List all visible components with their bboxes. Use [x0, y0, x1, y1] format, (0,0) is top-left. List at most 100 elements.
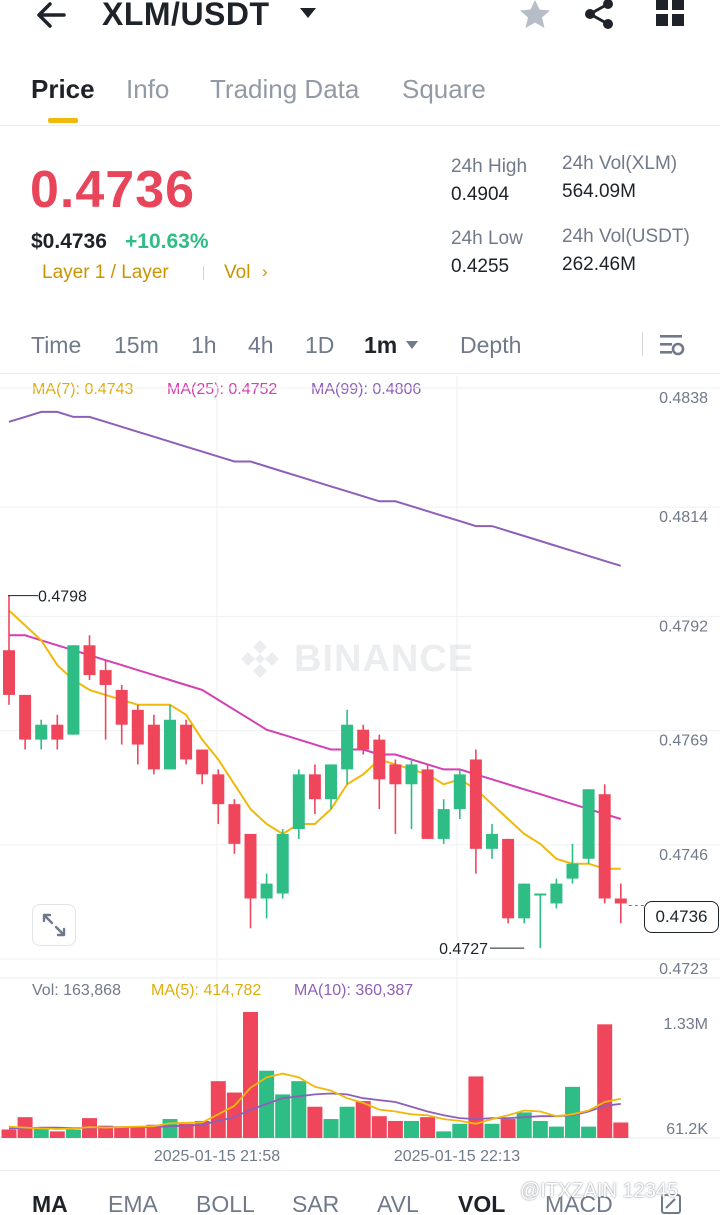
candle-body: [3, 650, 15, 695]
vol-base-label: 24h Vol(XLM): [562, 153, 678, 174]
candle-body: [19, 694, 32, 740]
candle-body: [566, 863, 579, 879]
share-icon[interactable]: [582, 0, 616, 30]
low-value: 0.4255: [451, 256, 510, 277]
grid-icon[interactable]: [654, 0, 686, 28]
vol-quote-value: 262.46M: [562, 254, 636, 275]
indicator-edit-icon[interactable]: [660, 1193, 682, 1215]
price-axis-label: 0.4838: [659, 390, 708, 407]
candle-body: [115, 689, 128, 725]
volume-bar: [1, 1129, 17, 1138]
candle-body: [598, 794, 611, 899]
candle-body: [534, 893, 547, 896]
pair-title[interactable]: XLM/USDT: [102, 0, 270, 32]
volume-bar: [307, 1106, 323, 1138]
tab-info[interactable]: Info: [126, 74, 170, 104]
usd-price: $0.4736: [31, 230, 107, 253]
vol-base-value: 564.09M: [562, 181, 636, 202]
ma25-legend: MA(25): 0.4752: [167, 381, 278, 398]
ma99-legend: MA(99): 0.4806: [311, 381, 422, 398]
credit-watermark: @ITXZAIN 12345: [520, 1180, 679, 1202]
interval-1h[interactable]: 1h: [191, 332, 217, 358]
low-label: 24h Low: [451, 228, 523, 249]
volume-bar: [114, 1126, 130, 1138]
indicator-vol[interactable]: VOL: [458, 1191, 506, 1215]
caret-down-icon[interactable]: [298, 6, 318, 20]
price-axis-label: 0.4792: [659, 618, 708, 635]
vol-ma5-line: [8, 1072, 621, 1130]
indicator-macd[interactable]: MACD: [545, 1191, 613, 1215]
expand-icon: [42, 913, 66, 937]
high-value: 0.4904: [451, 184, 510, 205]
ma7-line: [8, 609, 621, 870]
volume-bar: [404, 1120, 419, 1138]
price-change: +10.63%: [125, 230, 209, 253]
price-axis-label: 0.4746: [659, 847, 708, 864]
candle-body: [67, 645, 80, 735]
volume-bar: [275, 1094, 291, 1138]
candle-body: [614, 898, 627, 904]
star-icon[interactable]: [518, 0, 552, 30]
vol-quote-label: 24h Vol(USDT): [562, 226, 690, 247]
volume-bar: [210, 1081, 226, 1138]
binance-logo-icon: [241, 640, 279, 678]
page-tabs: Price Info Trading Data Square: [0, 60, 720, 126]
volume-bar: [387, 1120, 403, 1138]
chart-settings-icon[interactable]: [658, 332, 686, 358]
candle-body: [582, 789, 595, 859]
volume-bar: [291, 1081, 307, 1138]
tag-vol[interactable]: Vol: [224, 262, 251, 283]
indicator-boll[interactable]: BOLL: [196, 1191, 255, 1215]
tab-price[interactable]: Price: [31, 74, 95, 104]
volume-bar: [162, 1119, 178, 1138]
interval-depth[interactable]: Depth: [460, 332, 522, 358]
candle-body: [453, 774, 466, 810]
candle-body: [357, 729, 370, 750]
volume-bar: [33, 1128, 49, 1138]
chevron-right-icon[interactable]: ›: [262, 262, 268, 281]
indicator-ema[interactable]: EMA: [108, 1191, 158, 1215]
volume-bar: [355, 1101, 371, 1138]
volume-bar: [532, 1120, 548, 1138]
volume-bar: [468, 1076, 484, 1138]
fullscreen-button[interactable]: [32, 904, 76, 946]
candle-body: [131, 709, 144, 745]
arrow-left-icon[interactable]: [34, 0, 70, 30]
candle-body: [325, 764, 337, 800]
candle-body: [51, 724, 64, 740]
candle-body: [212, 774, 225, 805]
volume-bar: [130, 1127, 146, 1138]
tab-square[interactable]: Square: [402, 74, 486, 104]
tab-trading-data[interactable]: Trading Data: [210, 74, 360, 104]
candle-body: [228, 804, 241, 844]
last-price-marker: 0.4736: [644, 901, 719, 933]
interval-bar: Time 15m 1h 4h 1D 1m Depth: [0, 318, 720, 374]
volume-bar: [597, 1024, 613, 1138]
volume-bar: [371, 1116, 387, 1138]
candle-body: [373, 739, 386, 780]
volume-bar: [484, 1123, 500, 1138]
interval-4h[interactable]: 4h: [248, 332, 274, 358]
vol-legend: Vol: 163,868: [32, 982, 121, 999]
max-price-label: 0.4798: [38, 589, 87, 606]
volume-bar: [178, 1123, 194, 1138]
interval-time[interactable]: Time: [31, 332, 82, 358]
candle-body: [180, 724, 193, 760]
indicator-avl[interactable]: AVL: [377, 1191, 419, 1215]
candlestick-chart[interactable]: 0.4838 0.4814 0.4792 0.4769 0.4746 0.4723 0.47…: [0, 376, 720, 1170]
indicator-tabs: MA EMA BOLL SAR AVL VOL MACD: [0, 1170, 720, 1215]
volume-bar: [339, 1106, 355, 1138]
volume-bar: [548, 1126, 564, 1138]
tag-layer[interactable]: Layer 1 / Layer: [42, 262, 169, 283]
caret-down-icon[interactable]: [405, 340, 419, 350]
volume-bar: [49, 1131, 65, 1138]
indicator-sar[interactable]: SAR: [292, 1191, 340, 1215]
volume-bar: [516, 1112, 532, 1138]
indicator-ma[interactable]: MA: [32, 1191, 68, 1215]
ma25-line: [9, 634, 622, 820]
high-label: 24h High: [451, 156, 528, 177]
interval-15m[interactable]: 15m: [114, 332, 159, 358]
volume-bar: [146, 1124, 162, 1138]
interval-1m[interactable]: 1m: [364, 332, 398, 358]
interval-1d[interactable]: 1D: [305, 332, 335, 358]
